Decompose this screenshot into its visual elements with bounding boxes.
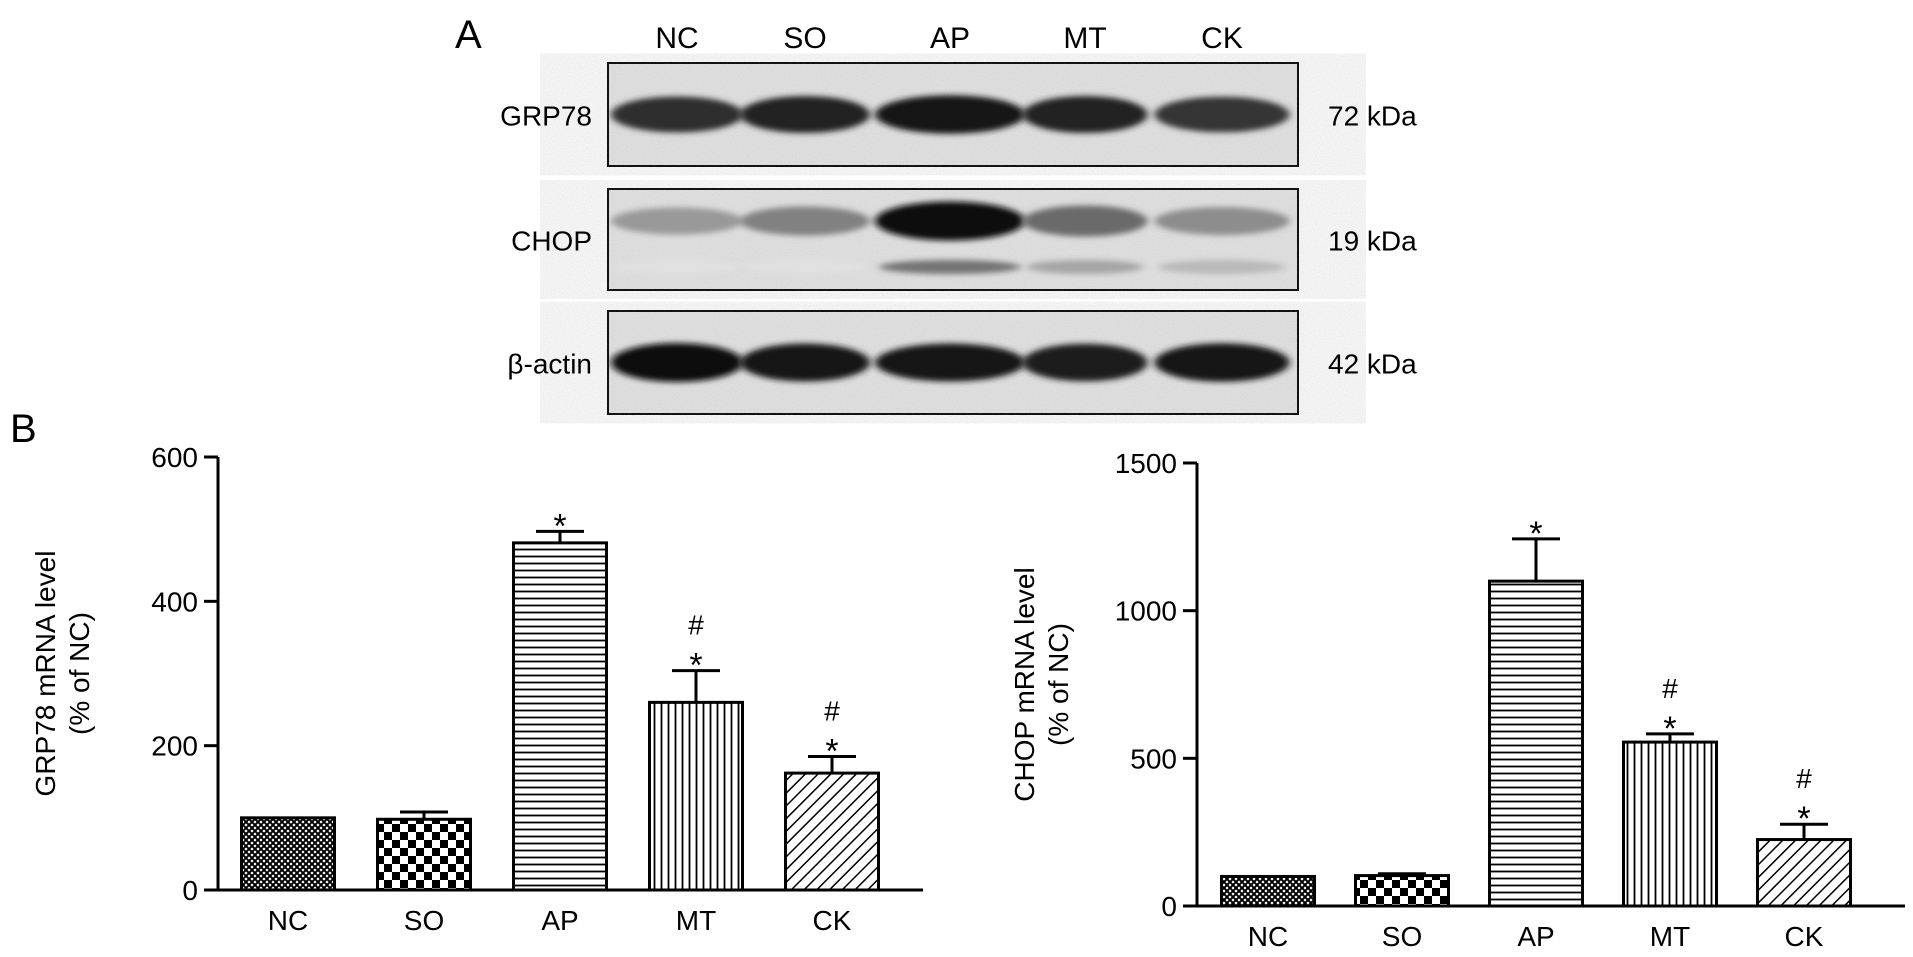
x-tick-label-nc: NC bbox=[268, 905, 308, 936]
bar-mt bbox=[648, 700, 744, 892]
blot-band-lower bbox=[1026, 260, 1144, 274]
x-tick-label-nc: NC bbox=[1248, 921, 1288, 952]
x-tick-label-mt: MT bbox=[676, 905, 716, 936]
significance-mark: * bbox=[1529, 515, 1542, 553]
y-tick-label: 1000 bbox=[1115, 596, 1177, 627]
y-tick-label: 0 bbox=[182, 875, 198, 906]
x-tick-label-ck: CK bbox=[813, 905, 852, 936]
bar-ck bbox=[1756, 838, 1852, 908]
x-tick-label-so: SO bbox=[1382, 921, 1422, 952]
significance-mark: *# bbox=[1796, 763, 1812, 838]
blot-band-lower bbox=[879, 260, 1021, 274]
bar-so bbox=[1354, 874, 1450, 908]
western-blot: NC SO AP MT CK GRP78 72 kDa CHOP 19 kDa β-actin 42… bbox=[500, 22, 1417, 415]
chop-mrna-chart: 0 500 1000 1500 CHOP mRNA level (% of NC) NC SO… bbox=[1009, 448, 1905, 952]
y-tick-label: 1500 bbox=[1115, 448, 1177, 479]
blot-band bbox=[875, 343, 1025, 382]
asterisk-mark: * bbox=[553, 507, 566, 545]
blot-band bbox=[1154, 96, 1290, 133]
hash-mark: # bbox=[688, 610, 704, 641]
x-tick-label-ap: AP bbox=[1517, 921, 1554, 952]
blot-band bbox=[740, 206, 870, 236]
bar-ap bbox=[512, 541, 608, 892]
blot-band bbox=[740, 96, 870, 133]
y-axis-label: GRP78 mRNA level bbox=[30, 551, 61, 797]
protein-label: CHOP bbox=[511, 226, 592, 257]
asterisk-mark: * bbox=[1529, 515, 1542, 553]
asterisk-mark: * bbox=[1663, 710, 1676, 748]
blot-band bbox=[611, 207, 743, 235]
y-tick-label: 400 bbox=[151, 586, 198, 617]
lane-label-ck: CK bbox=[1201, 22, 1243, 55]
y-tick-label: 600 bbox=[151, 442, 198, 473]
asterisk-mark: * bbox=[825, 732, 838, 770]
blot-band bbox=[611, 343, 743, 382]
grp78-mrna-chart: 0 200 400 600 GRP78 mRNA level (% of NC) NC SO *… bbox=[30, 442, 923, 936]
size-label: 19 kDa bbox=[1328, 226, 1417, 257]
bar-so bbox=[376, 817, 472, 892]
y-axis-label-unit: (% of NC) bbox=[1043, 623, 1074, 746]
blot-strip bbox=[607, 188, 1299, 291]
bar-nc bbox=[240, 816, 336, 892]
lane-label-mt: MT bbox=[1063, 22, 1106, 55]
blot-band bbox=[1022, 343, 1148, 382]
bar-mt bbox=[1622, 740, 1718, 908]
blot-band bbox=[740, 343, 870, 382]
asterisk-mark: * bbox=[689, 647, 702, 685]
lane-label-ap: AP bbox=[930, 22, 970, 55]
blot-band bbox=[1154, 207, 1290, 235]
blot-strip bbox=[607, 62, 1299, 167]
x-tick-label-mt: MT bbox=[1650, 921, 1690, 952]
blot-strip bbox=[607, 310, 1299, 415]
significance-mark: *# bbox=[688, 610, 704, 685]
y-axis-label-unit: (% of NC) bbox=[64, 612, 95, 735]
panel-b-label: B bbox=[10, 407, 37, 451]
x-tick-label-so: SO bbox=[404, 905, 444, 936]
x-tick-label-ap: AP bbox=[541, 905, 578, 936]
y-axis-label: CHOP mRNA level bbox=[1009, 567, 1040, 801]
hash-mark: # bbox=[1796, 763, 1812, 794]
size-label: 72 kDa bbox=[1328, 101, 1417, 132]
significance-mark: * bbox=[553, 507, 566, 545]
size-label: 42 kDa bbox=[1328, 349, 1417, 380]
panel-a-label: A bbox=[455, 13, 482, 57]
blot-band-lower bbox=[615, 260, 739, 274]
protein-label: β-actin bbox=[507, 349, 592, 380]
significance-mark: *# bbox=[824, 695, 840, 770]
blot-band-lower bbox=[744, 260, 866, 274]
bar-ck bbox=[784, 771, 880, 892]
asterisk-mark: * bbox=[1797, 800, 1810, 838]
lane-label-nc: NC bbox=[655, 22, 698, 55]
blot-band bbox=[611, 96, 743, 133]
hash-mark: # bbox=[824, 695, 840, 726]
bar-nc bbox=[1220, 874, 1316, 908]
y-tick-label: 200 bbox=[151, 731, 198, 762]
y-tick-label: 0 bbox=[1161, 891, 1177, 922]
lane-label-so: SO bbox=[783, 22, 826, 55]
blot-band bbox=[875, 95, 1025, 134]
blot-band-lower bbox=[1158, 260, 1286, 274]
y-tick-label: 500 bbox=[1130, 743, 1177, 774]
blot-band bbox=[875, 201, 1025, 241]
blot-band bbox=[1022, 96, 1148, 133]
blot-band bbox=[1022, 205, 1148, 237]
x-tick-label-ck: CK bbox=[1785, 921, 1824, 952]
bar-ap bbox=[1488, 579, 1584, 908]
hash-mark: # bbox=[1662, 673, 1678, 704]
significance-mark: *# bbox=[1662, 673, 1678, 748]
protein-label: GRP78 bbox=[500, 101, 592, 132]
blot-band bbox=[1154, 343, 1290, 382]
